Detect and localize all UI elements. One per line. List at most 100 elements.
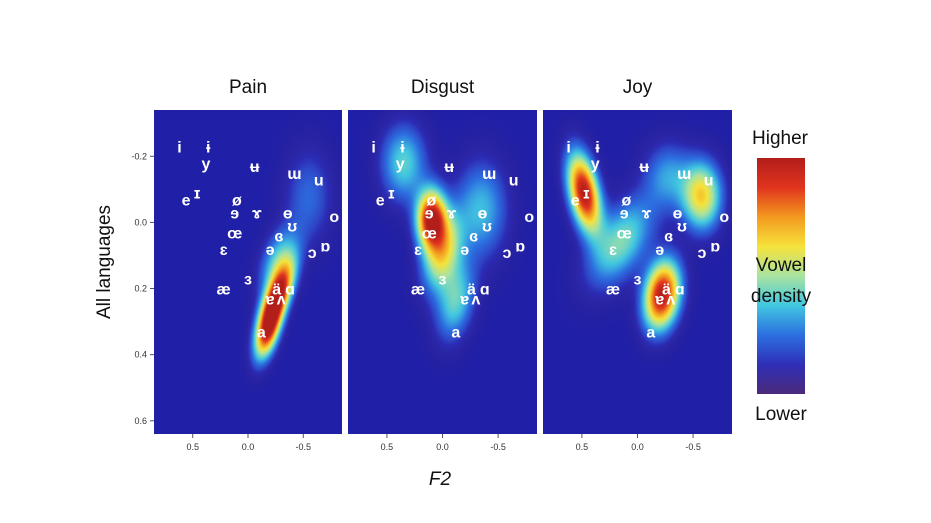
vowel-label: i — [177, 139, 181, 156]
vowel-label: ɘ — [230, 205, 239, 222]
vowel-label: ɤ — [447, 205, 457, 222]
x-axis-label: F2 — [429, 469, 452, 490]
vowel-label: ɪ — [583, 186, 589, 203]
y-tick-label: 0.6 — [134, 416, 147, 426]
vowel-label: u — [314, 172, 324, 189]
vowel-label: œ — [227, 225, 242, 242]
vowel-label: ɑ — [285, 282, 295, 299]
vowel-label: o — [719, 209, 729, 226]
vowel-label: y — [202, 156, 211, 173]
x-tick-label: 0.0 — [242, 442, 255, 452]
vowel-label: a — [451, 325, 460, 342]
vowel-label: ɪ — [388, 186, 394, 203]
vowel-label: ʊ — [677, 219, 687, 236]
vowel-label: ø — [621, 192, 631, 209]
legend-colorbar — [757, 158, 805, 394]
vowel-label: ɔ — [308, 245, 317, 262]
vowel-label: ø — [426, 192, 436, 209]
vowel-label: ɛ — [609, 242, 617, 259]
vowel-label: ɐ — [265, 291, 275, 308]
panel-title: Joy — [623, 77, 653, 98]
vowel-label: œ — [422, 225, 437, 242]
vowel-label: ʊ — [287, 219, 297, 236]
vowel-label: ɵ — [283, 205, 293, 222]
vowel-label: ə — [655, 242, 664, 259]
vowel-label: ɘ — [425, 205, 434, 222]
vowel-label: ʊ — [482, 219, 492, 236]
vowel-label: ɜ — [634, 272, 642, 289]
vowel-label: ɒ — [515, 239, 525, 256]
vowel-label: ɑ — [675, 282, 685, 299]
vowel-label: u — [509, 172, 519, 189]
vowel-label: ɐ — [654, 291, 664, 308]
x-tick-label: 0.5 — [381, 442, 394, 452]
vowel-label: ɜ — [244, 272, 252, 289]
x-tick-label: 0.5 — [576, 442, 589, 452]
vowel-label: ɨ — [206, 139, 211, 156]
vowel-label: æ — [606, 282, 620, 299]
vowel-label: y — [591, 156, 600, 173]
vowel-label: ɤ — [252, 205, 262, 222]
vowel-label: ə — [266, 242, 275, 259]
vowel-label: ɛ — [414, 242, 422, 259]
vowel-label: o — [524, 209, 534, 226]
vowel-label: ʉ — [444, 159, 454, 176]
vowel-label: ɞ — [274, 229, 283, 246]
x-tick-label: -0.5 — [685, 442, 701, 452]
vowel-label: ʌ — [666, 291, 675, 308]
vowel-label: a — [646, 325, 655, 342]
y-tick-label: -0.2 — [131, 151, 147, 161]
vowel-label: ʌ — [277, 291, 286, 308]
axes-group: 0.5 0.0 -0.5 -0.2 0.0 0.2 0.4 0.6 0.5 0.0 -0.5 0.5 0… — [131, 151, 700, 452]
vowel-label: ä — [272, 282, 281, 299]
x-tick-label: -0.5 — [490, 442, 506, 452]
vowel-label: ɛ — [220, 242, 228, 259]
vowel-label: ʉ — [250, 159, 260, 176]
x-tick-label: 0.5 — [186, 442, 199, 452]
vowel-label: a — [257, 325, 266, 342]
vowel-label: ɵ — [478, 205, 488, 222]
vowel-label: i — [371, 139, 375, 156]
panel-title: Pain — [229, 77, 267, 98]
x-tick-label: -0.5 — [296, 442, 312, 452]
panel-joy: Joy i ɨy ʉ ɯ u e ɪ øɘ ɤ ɵ o ʊ œ ɞ ɛ ə ɒɔ ɜæ ä ɑɐ ʌa — [543, 77, 732, 434]
density-heatmap — [543, 110, 732, 434]
vowel-label: ɘ — [620, 205, 629, 222]
vowel-label: o — [329, 209, 339, 226]
vowel-label: e — [182, 192, 191, 209]
vowel-label: ɵ — [673, 205, 683, 222]
panel-pain: Pain i ɨy ʉ ɯ u e ɪ øɘ ɤ ɵ o ʊ œ ɞ ɛ ə ɒɔ ɜæ ä ɑɐ ʌa — [154, 77, 342, 434]
vowel-label: ɜ — [439, 272, 447, 289]
vowel-label: ɞ — [469, 229, 478, 246]
legend-high-label: Higher — [752, 128, 809, 149]
vowel-label: ɔ — [698, 245, 707, 262]
vowel-label: œ — [617, 225, 632, 242]
vowel-label: ɤ — [642, 205, 652, 222]
vowel-label: e — [376, 192, 385, 209]
vowel-label: ä — [467, 282, 476, 299]
y-axis-label: All languages — [94, 205, 115, 319]
vowel-label: u — [704, 172, 714, 189]
vowel-label: ɒ — [321, 239, 331, 256]
vowel-label: æ — [411, 282, 425, 299]
vowel-label: ɞ — [664, 229, 673, 246]
vowel-label: ʉ — [639, 159, 649, 176]
vowel-label: i — [566, 139, 570, 156]
vowel-label: ɐ — [459, 291, 469, 308]
vowel-label: y — [396, 156, 405, 173]
legend-low-label: Lower — [755, 404, 807, 425]
vowel-label: ɯ — [677, 166, 691, 183]
y-tick-label: 0.4 — [134, 350, 147, 360]
legend-mid-label-line1: Vowel — [756, 255, 807, 276]
vowel-label: æ — [217, 282, 231, 299]
vowel-label: e — [571, 192, 580, 209]
x-tick-label: 0.0 — [631, 442, 644, 452]
vowel-label: ɯ — [482, 166, 496, 183]
panel-title: Disgust — [411, 77, 475, 98]
vowel-label: ɪ — [194, 186, 200, 203]
y-tick-label: 0.0 — [134, 217, 147, 227]
color-legend: Higher Vowel density Lower — [751, 128, 812, 425]
vowel-label: ʌ — [471, 291, 480, 308]
y-tick-label: 0.2 — [134, 284, 147, 294]
legend-mid-label-line2: density — [751, 286, 812, 307]
